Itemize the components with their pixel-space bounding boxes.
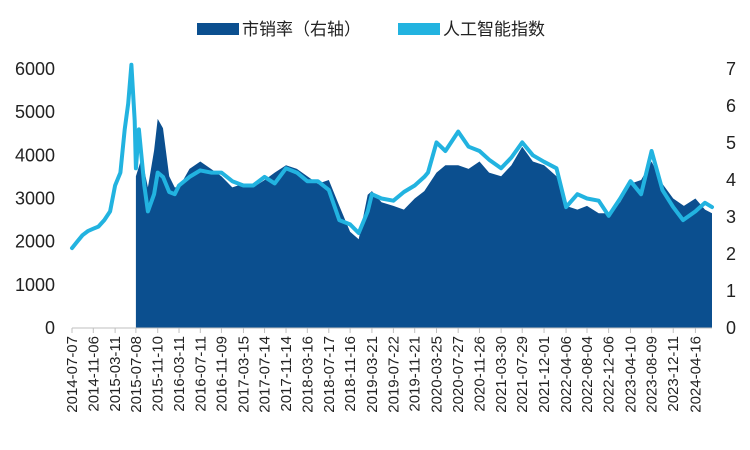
x-axis: 2014-07-07 2014-11-06 2015-03-11 2015-07-08… — [64, 327, 712, 413]
legend-label-line-series: 人工智能指数 — [443, 20, 545, 40]
y-axis-left: 0 1000 2000 3000 4000 5000 6000 — [15, 59, 55, 338]
x-tick-label: 2022-04-06 — [558, 336, 575, 413]
x-tick-label: 2019-11-21 — [407, 336, 424, 412]
x-tick-label: 2014-07-07 — [64, 336, 81, 413]
x-tick-label: 2023-12-11 — [665, 336, 682, 412]
legend-label-area-series: 市销率（右轴） — [242, 20, 361, 40]
area-series-shape — [135, 118, 712, 329]
x-tick-label: 2018-03-16 — [299, 336, 316, 413]
plot-area — [70, 62, 714, 329]
y-right-tick-label: 0 — [726, 318, 736, 338]
y-left-tick-label: 1000 — [15, 275, 55, 295]
x-tick-label: 2015-03-11 — [107, 336, 124, 412]
x-tick-label: 2020-11-26 — [471, 336, 488, 412]
y-right-tick-label: 1 — [726, 281, 736, 301]
x-tick-label: 2022-12-06 — [601, 336, 618, 413]
y-left-tick-label: 6000 — [15, 59, 55, 79]
x-tick-label: 2014-11-06 — [85, 336, 102, 412]
y-right-tick-label: 6 — [726, 96, 736, 116]
x-tick-label: 2022-08-04 — [579, 336, 596, 413]
x-tick-label: 2017-11-14 — [278, 336, 295, 412]
x-tick-label: 2017-07-14 — [257, 336, 274, 413]
x-tick-label: 2018-07-17 — [321, 336, 338, 413]
x-tick-label: 2020-03-25 — [429, 336, 446, 413]
x-tick-label: 2024-04-16 — [687, 336, 704, 413]
x-tick-label: 2017-03-15 — [235, 336, 252, 413]
x-tick-label: 2015-07-08 — [128, 336, 145, 413]
x-tick-label: 2015-11-10 — [150, 336, 167, 412]
y-right-tick-label: 2 — [726, 244, 736, 264]
x-tick-label: 2016-07-11 — [192, 336, 209, 412]
y-left-tick-label: 2000 — [15, 232, 55, 252]
y-left-tick-label: 5000 — [15, 102, 55, 122]
x-tick-label: 2019-03-21 — [364, 336, 381, 413]
legend-swatch-area-series — [197, 23, 239, 35]
y-right-tick-label: 7 — [726, 59, 736, 79]
x-tick-label: 2023-04-10 — [622, 336, 639, 413]
y-right-tick-label: 5 — [726, 133, 736, 153]
line-series-path — [70, 62, 714, 251]
y-left-tick-label: 3000 — [15, 189, 55, 209]
x-tick-label: 2018-11-16 — [342, 336, 359, 412]
y-right-tick-label: 3 — [726, 207, 736, 227]
y-right-tick-label: 4 — [726, 170, 736, 190]
x-tick-label: 2016-03-11 — [171, 336, 188, 412]
x-tick-label: 2020-07-27 — [450, 336, 467, 413]
legend-swatch-line-series — [398, 23, 440, 35]
x-tick-label: 2019-07-22 — [385, 336, 402, 413]
x-tick-label: 2021-07-29 — [514, 336, 531, 413]
x-tick-label: 2021-03-30 — [493, 336, 510, 413]
y-left-tick-label: 0 — [45, 318, 55, 338]
x-tick-label: 2016-11-09 — [213, 336, 230, 412]
legend: 市销率（右轴） 人工智能指数 — [197, 20, 545, 40]
x-tick-label: 2023-08-09 — [644, 336, 661, 413]
y-left-tick-label: 4000 — [15, 145, 55, 165]
x-tick-label: 2021-12-01 — [536, 336, 553, 413]
y-axis-right: 0 1 2 3 4 5 6 7 — [726, 59, 736, 338]
